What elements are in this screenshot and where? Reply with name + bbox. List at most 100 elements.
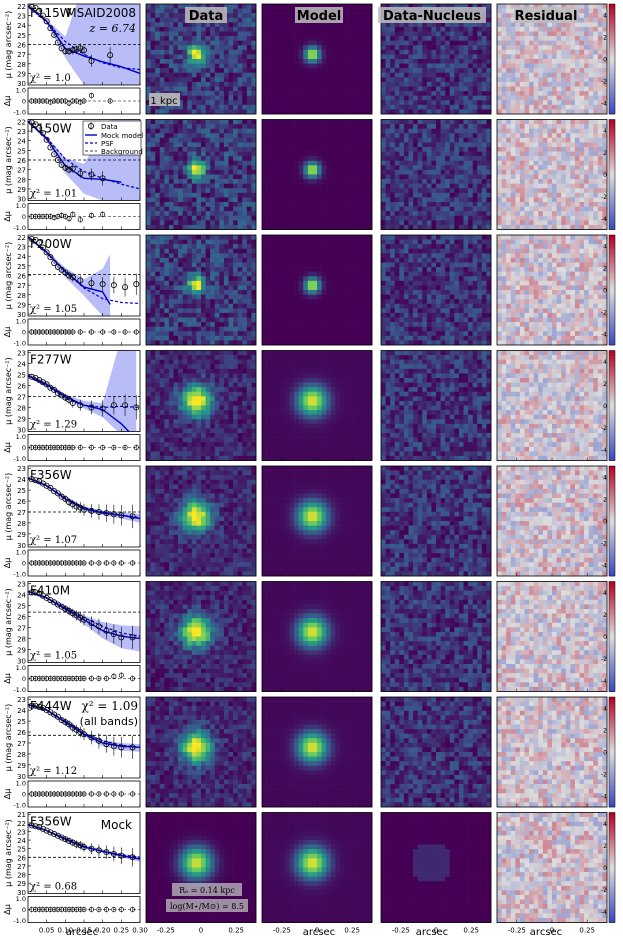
- dmu-tick-label: -1.0: [13, 224, 26, 232]
- band-label: F150W: [30, 122, 72, 136]
- y-tick-label: 23: [17, 244, 26, 252]
- colorbar-tick-label: 2: [603, 843, 607, 850]
- y-tick-label: 27: [17, 282, 26, 290]
- y-tick-label: 28: [17, 635, 26, 643]
- scale-bar-label: 1 kpc: [150, 96, 177, 107]
- y-tick-label: 29: [17, 531, 26, 539]
- colorbar-tick-label: -4: [601, 678, 607, 685]
- y-tick-label: 29: [17, 646, 26, 654]
- image-x-tick-label: 0.25: [579, 927, 595, 935]
- y-axis-label: μ (mag arcsec⁻²): [4, 819, 13, 887]
- dmu-tick-label: -1.0: [13, 570, 26, 578]
- y-tick-label: 26: [17, 854, 26, 862]
- y-tick-label: 27: [17, 863, 26, 871]
- band-label: F356W: [30, 815, 72, 829]
- y-tick-label: 24: [17, 361, 26, 369]
- y-tick-label: 28: [17, 404, 26, 412]
- y-tick-label: 27: [17, 51, 26, 59]
- y-tick-label: 27: [17, 393, 26, 401]
- image-x-tick-label: 0.25: [344, 927, 360, 935]
- colorbar-tick-label: 0: [603, 865, 607, 872]
- colorbar-tick-label: 4: [603, 13, 607, 20]
- dmu-tick-label: 1.0: [16, 318, 26, 326]
- legend-psf: PSF: [101, 140, 114, 148]
- residual-image-f277w: [497, 351, 607, 461]
- nucleus-image-f356w: [381, 466, 491, 576]
- dmu-axis-label: Δμ: [3, 558, 12, 569]
- y-tick-label: 28: [17, 61, 26, 69]
- y-tick-label: 24: [17, 837, 26, 845]
- colorbar-tick-label: -2: [601, 310, 607, 317]
- y-tick-label: 25: [17, 147, 26, 155]
- xlabel-residual: arcsec: [530, 927, 562, 938]
- y-tick-label: 29: [17, 880, 26, 888]
- colorbar-tick-label: -4: [601, 563, 607, 570]
- y-tick-label: 29: [17, 70, 26, 78]
- y-tick-label: 24: [17, 138, 26, 146]
- y-tick-label: 22: [17, 234, 26, 242]
- y-tick-label: 23: [17, 13, 26, 21]
- y-tick-label: 22: [17, 3, 26, 11]
- y-tick-label: 21: [17, 811, 26, 819]
- dmu-axis-label: Δμ: [3, 211, 12, 222]
- dmu-tick-label: 1.0: [16, 202, 26, 210]
- colorbar-tick-label: 2: [603, 266, 607, 273]
- colorbar-tick-label: 4: [603, 706, 607, 713]
- colorbar-tick-label: -4: [601, 332, 607, 339]
- band-label: F410M: [30, 584, 70, 598]
- chi2-label: χ² = 1.05: [30, 651, 77, 662]
- y-tick-label: 24: [17, 592, 26, 600]
- dmu-tick-label: 0: [22, 213, 26, 221]
- dmu-axis-label: Δμ: [3, 327, 12, 338]
- nucleus-image-f410m: [381, 582, 491, 692]
- colorbar-tick-label: -4: [601, 447, 607, 454]
- colorbar-tick-label: 0: [603, 403, 607, 410]
- image-x-tick-label: -0.25: [508, 927, 526, 935]
- model-image-f356w: [262, 813, 372, 923]
- image-x-tick-label: 0.25: [228, 927, 244, 935]
- y-tick-label: 22: [17, 820, 26, 828]
- colorbar-tick-label: 2: [603, 728, 607, 735]
- residual-image-f444w: [497, 697, 607, 807]
- y-axis-label: μ (mag arcsec⁻²): [4, 357, 13, 425]
- dmu-tick-label: 1.0: [16, 549, 26, 557]
- legend-bg: Background: [101, 148, 143, 156]
- colorbar-tick-label: 0: [603, 288, 607, 295]
- data-image-f356w: [146, 466, 256, 576]
- y-tick-label: 24: [17, 253, 26, 261]
- model-image-f200w: [262, 235, 372, 345]
- chi2-label: χ² = 1.0: [30, 73, 71, 84]
- residual-image-f410m: [497, 582, 607, 692]
- residual-image-f200w: [497, 235, 607, 345]
- y-tick-label: 25: [17, 32, 26, 40]
- y-tick-label: 23: [17, 696, 26, 704]
- dmu-tick-label: 0: [22, 560, 26, 568]
- y-tick-label: 23: [17, 465, 26, 473]
- dmu-tick-label: 0: [22, 791, 26, 799]
- dmu-axis-label: Δμ: [3, 96, 12, 107]
- image-x-tick-label: 0: [199, 927, 203, 935]
- colorbar-tick-label: -2: [601, 656, 607, 663]
- nucleus-image-f277w: [381, 351, 491, 461]
- header-model: Model: [297, 9, 341, 24]
- chi2-label: χ² = 1.29: [30, 420, 77, 431]
- y-axis-label: μ (mag arcsec⁻²): [4, 473, 13, 541]
- dmu-tick-label: 1.0: [16, 87, 26, 95]
- colorbar-tick-label: -4: [601, 909, 607, 916]
- dmu-tick-label: 1.0: [16, 433, 26, 441]
- dmu-tick-label: -1.0: [13, 801, 26, 809]
- nucleus-image-f444w: [381, 697, 491, 807]
- legend: Data Mock model PSF Background: [83, 121, 143, 156]
- colorbar-tick-label: 2: [603, 35, 607, 42]
- dmu-axis-label: Δμ: [3, 442, 12, 453]
- band-label: F444W: [30, 699, 72, 713]
- colorbar-tick-label: -2: [601, 194, 607, 201]
- y-tick-label: 28: [17, 872, 26, 880]
- colorbar-tick-label: 0: [603, 750, 607, 757]
- model-image-f444w: [262, 697, 372, 807]
